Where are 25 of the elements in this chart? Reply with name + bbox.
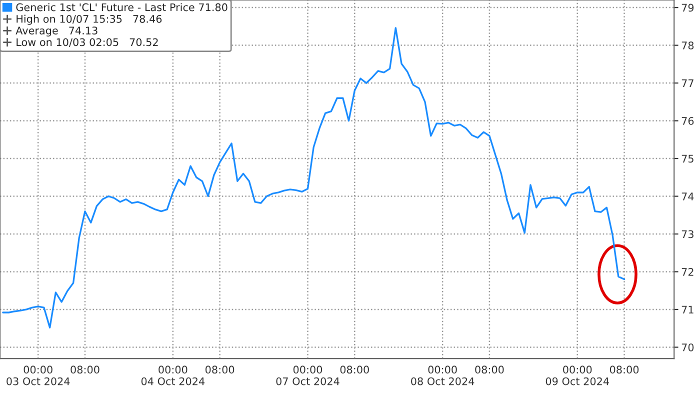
y-tick-label: 77 (682, 79, 694, 87)
line-series (2, 27, 626, 328)
legend-label: Generic 1st 'CL' Future - Last Price 71.80 (16, 3, 228, 12)
x-tick-label: 08:00 (340, 366, 369, 374)
x-tick-label: 00:00 07 Oct 2024 (276, 366, 340, 386)
annotation: Low on 10/03 02:05 70.52 (16, 38, 158, 47)
y-tick-label: 72 (682, 268, 694, 276)
x-tick-label: 08:00 (475, 366, 504, 374)
y-tick-label: 73 (682, 230, 694, 238)
x-tick-label: 00:00 03 Oct 2024 (6, 366, 70, 386)
annotation: High on 10/07 15:35 78.46 (16, 14, 162, 25)
x-tick-label: 00:00 08 Oct 2024 (411, 366, 474, 386)
y-tick-label: 75 (682, 154, 694, 163)
annotation: Average 74.13 (16, 26, 98, 36)
y-tick-label: 76 (682, 117, 694, 125)
x-tick-label: 08:00 (70, 366, 100, 374)
x-tick-label: 00:00 09 Oct 2024 (546, 366, 609, 386)
y-tick-label: 79 (682, 4, 694, 12)
x-tick-label: 08:00 (205, 366, 234, 374)
y-tick-label: 71 (682, 306, 694, 314)
y-tick-label: 74 (682, 192, 694, 200)
x-tick-label: 00:00 04 Oct 2024 (141, 366, 205, 386)
x-tick-label: 08:00 (610, 366, 639, 374)
y-tick-label: 70 (682, 343, 694, 352)
y-tick-label: 78 (682, 42, 694, 50)
